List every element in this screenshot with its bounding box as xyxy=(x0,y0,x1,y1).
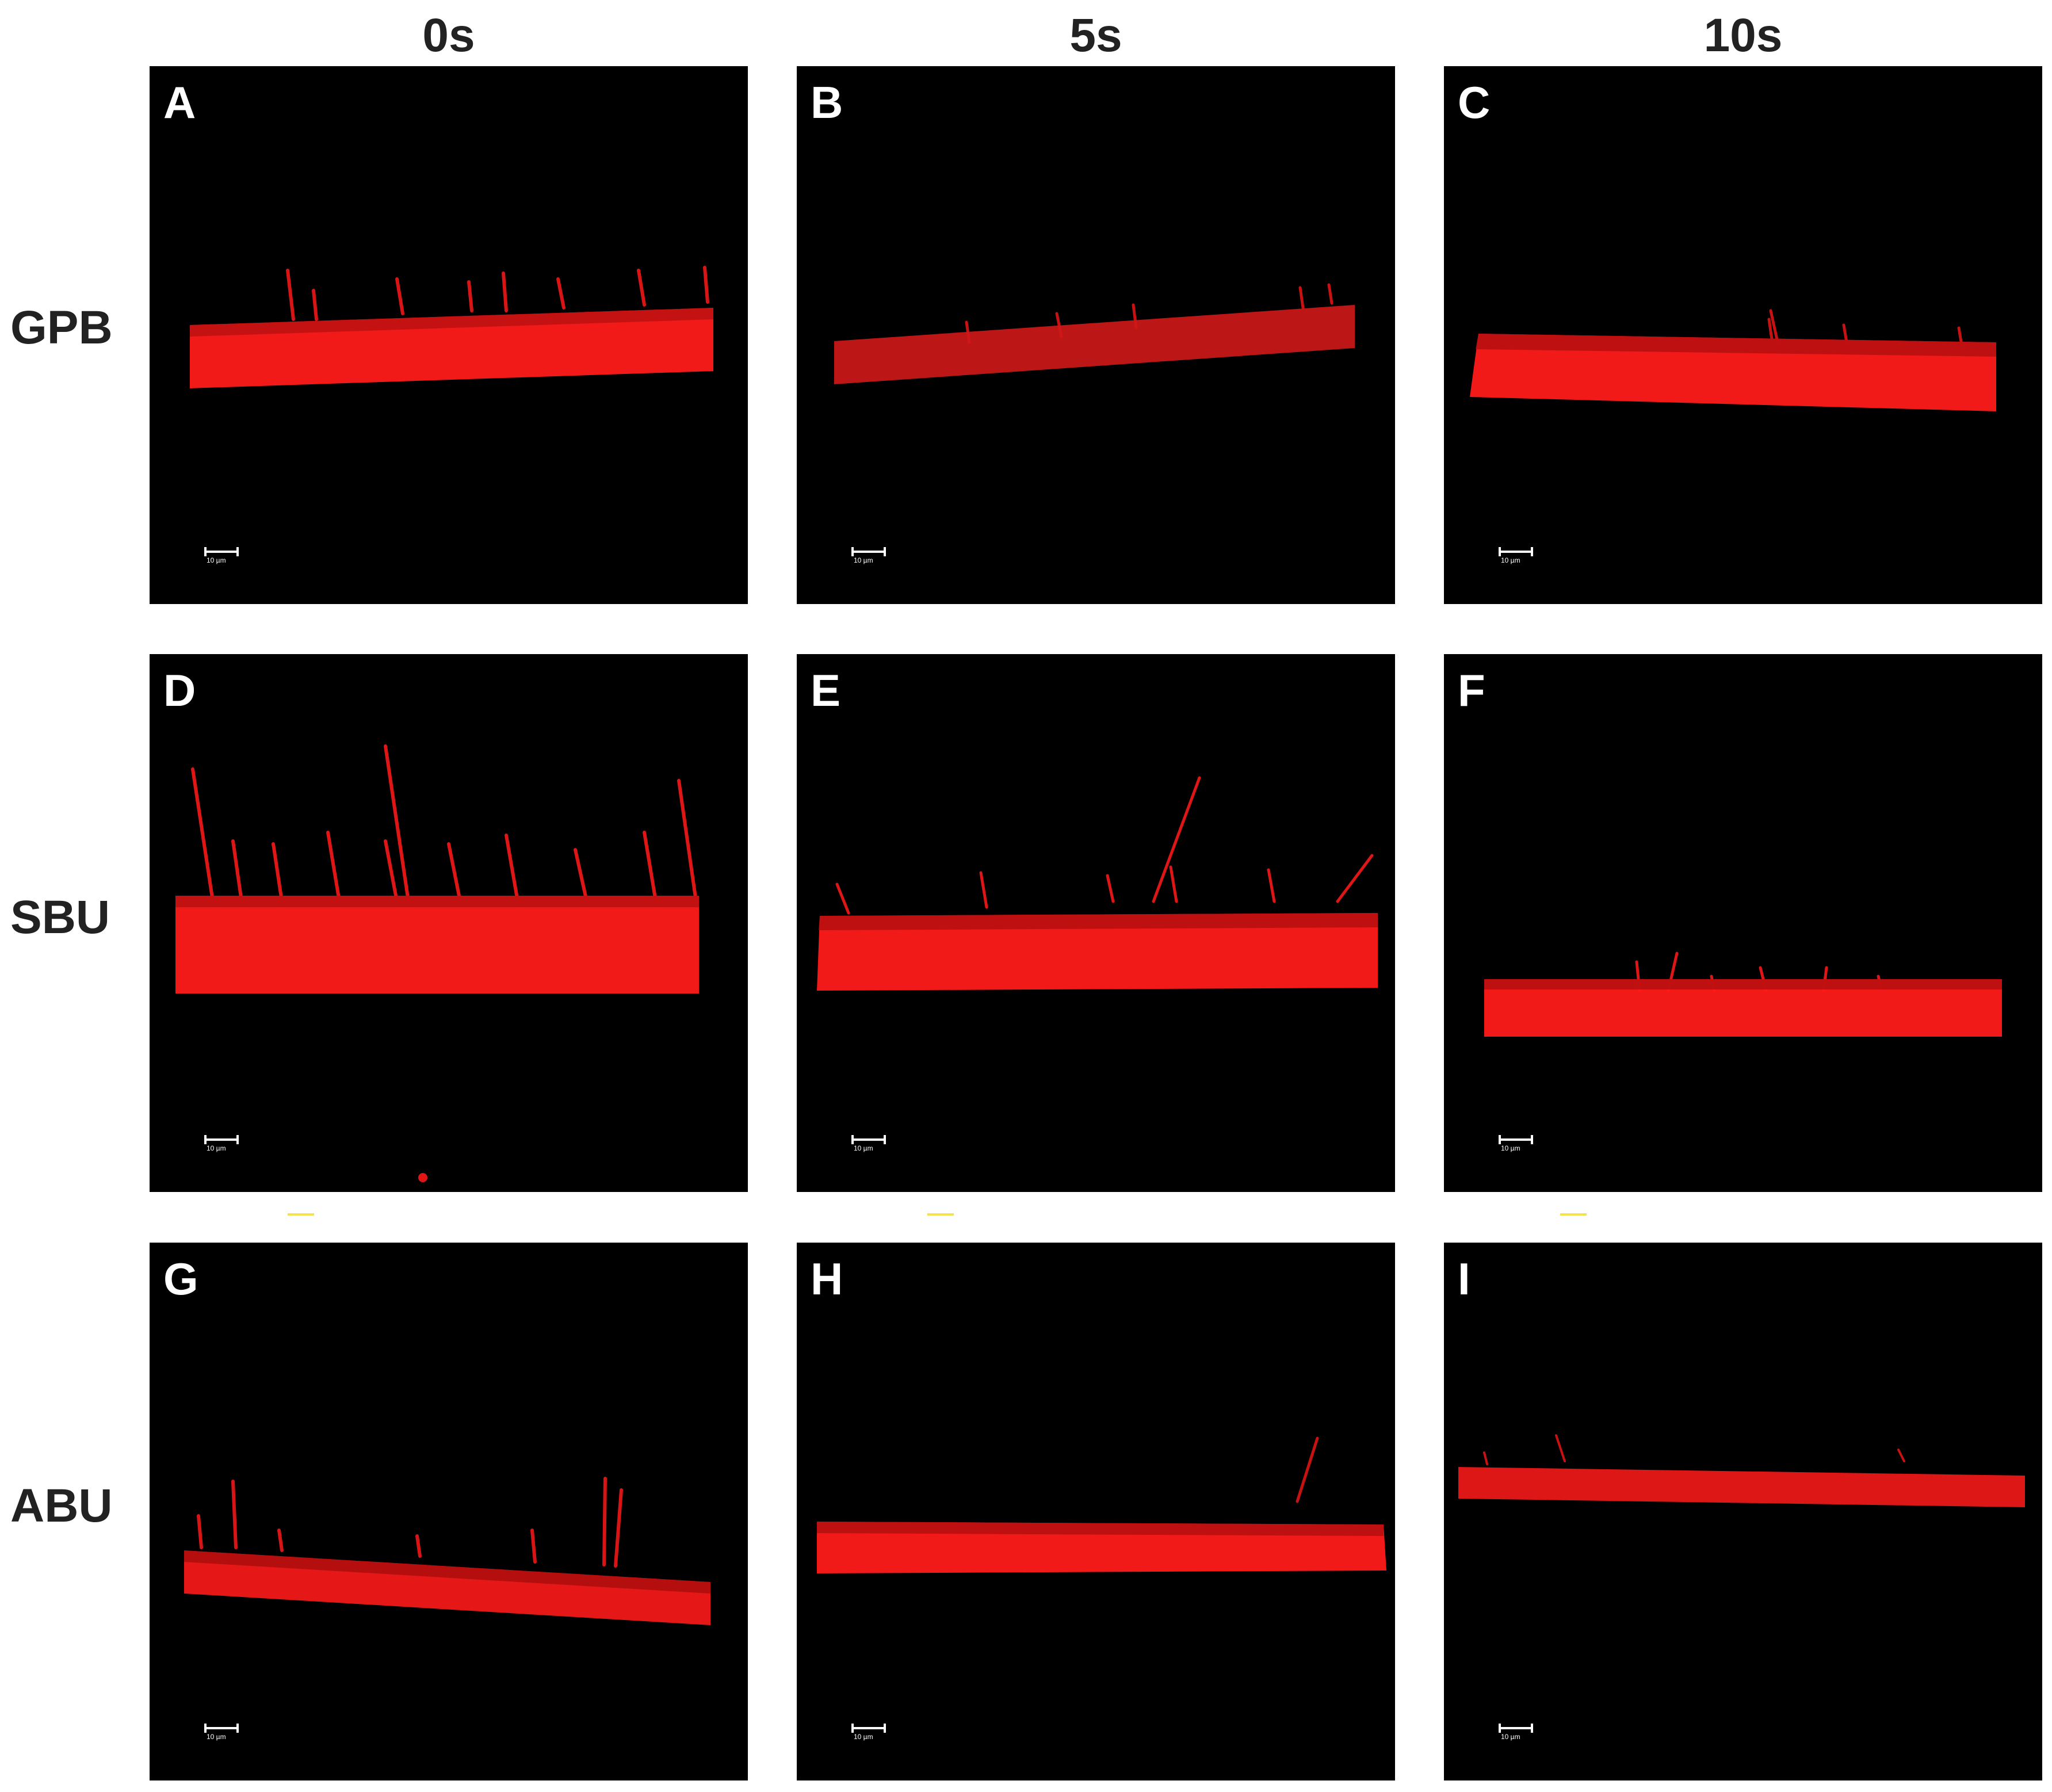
panel-b: B 10 µm xyxy=(797,66,1395,604)
fiber-image-a xyxy=(190,266,713,388)
scale-bar-label: 10 µm xyxy=(1501,1144,1520,1152)
panel-a: A 10 µm xyxy=(150,66,748,604)
scale-bar: 10 µm xyxy=(851,1135,886,1152)
panel-d: D 10 µm xyxy=(150,654,748,1192)
yellow-marker xyxy=(1560,1213,1587,1216)
fiber-image-c xyxy=(1470,309,1996,411)
scale-bar: 10 µm xyxy=(851,1724,886,1741)
scale-bar-label: 10 µm xyxy=(207,1144,226,1152)
scale-bar: 10 µm xyxy=(1499,1724,1533,1741)
scale-bar-label: 10 µm xyxy=(854,1144,873,1152)
row-label-sbu: SBU xyxy=(10,891,110,943)
panel-letter: F xyxy=(1458,665,1485,716)
scale-bar: 10 µm xyxy=(851,547,886,564)
panel-c: C 10 µm xyxy=(1444,66,2042,604)
panel-letter: G xyxy=(163,1254,198,1304)
yellow-marker xyxy=(927,1213,954,1216)
panel-letter: I xyxy=(1458,1254,1470,1304)
panel-letter: D xyxy=(163,665,196,716)
scale-bar-label: 10 µm xyxy=(854,556,873,564)
scale-bar: 10 µm xyxy=(1499,1135,1533,1152)
scale-bar-label: 10 µm xyxy=(207,556,226,564)
fiber-image-i xyxy=(1458,1434,2025,1507)
yellow-marker xyxy=(288,1213,314,1216)
panel-letter: B xyxy=(811,77,843,128)
panel-letter: H xyxy=(811,1254,843,1304)
column-label-5s: 5s xyxy=(1069,9,1122,62)
column-label-10s: 10s xyxy=(1703,9,1783,62)
panel-h: H 10 µm xyxy=(797,1243,1395,1780)
row-label-gpb: GPB xyxy=(10,301,113,354)
fiber-image-g xyxy=(184,1477,710,1625)
scale-bar-label: 10 µm xyxy=(1501,1733,1520,1741)
scale-bar-label: 10 µm xyxy=(207,1733,226,1741)
panel-i: I 10 µm xyxy=(1444,1243,2042,1780)
panel-letter: A xyxy=(163,77,196,128)
fiber-image-b xyxy=(834,283,1355,384)
scale-bar: 10 µm xyxy=(1499,547,1533,564)
fiber-image-f xyxy=(1484,952,2002,1037)
scale-bar: 10 µm xyxy=(204,547,239,564)
panel-g: G 10 µm xyxy=(150,1243,748,1780)
column-label-0s: 0s xyxy=(422,9,475,62)
scale-bar-label: 10 µm xyxy=(854,1733,873,1741)
panel-letter: C xyxy=(1458,77,1491,128)
fiber-image-d xyxy=(175,744,699,1182)
panel-e: E 10 µm xyxy=(797,654,1395,1192)
panel-letter: E xyxy=(811,665,841,716)
fiber-image-e xyxy=(817,776,1378,991)
scale-bar: 10 µm xyxy=(204,1135,239,1152)
fiber-image-h xyxy=(817,1436,1386,1573)
row-label-abu: ABU xyxy=(10,1480,113,1532)
scale-bar: 10 µm xyxy=(204,1724,239,1741)
panel-f: F 10 µm xyxy=(1444,654,2042,1192)
scale-bar-label: 10 µm xyxy=(1501,556,1520,564)
